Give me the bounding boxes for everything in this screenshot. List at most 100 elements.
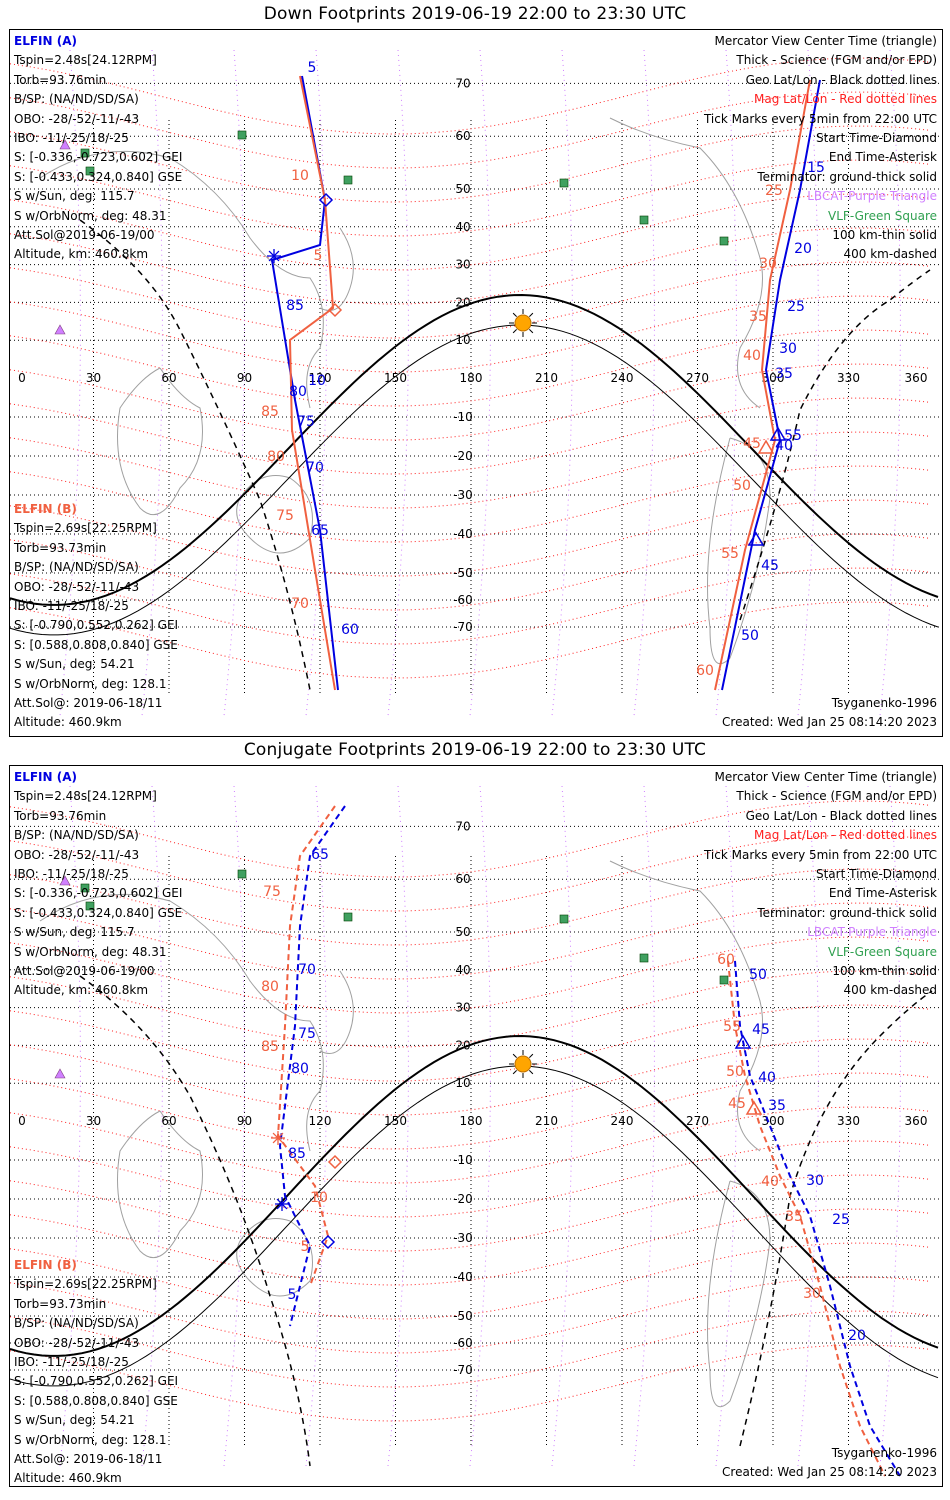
lat-tick-label: -40 <box>453 527 473 541</box>
legend-line: End Time-Asterisk <box>828 150 937 165</box>
legend-line: Tick Marks every 5min from 22:00 UTC <box>703 111 937 126</box>
center-triangle-icon <box>745 1100 763 1115</box>
lon-tick-label: 270 <box>686 1114 709 1128</box>
track-a-tick-label: 5 <box>308 60 317 76</box>
lon-tick-label: 0 <box>18 1114 26 1128</box>
track-a-tick-label: 85 <box>286 298 304 314</box>
lat-tick-label: -30 <box>453 1231 473 1245</box>
track-a-tick-label: 40 <box>775 438 793 454</box>
legend-line: Thick - Science (FGM and/or EPD) <box>736 53 937 68</box>
info-line: IBO: -11/-25/18/-25 <box>14 598 129 613</box>
info-line: B/SP: (NA/ND/SD/SA) <box>14 560 139 575</box>
mag-meridian <box>141 49 163 717</box>
mag-meridian <box>305 49 327 717</box>
end-asterisk-icon <box>268 250 280 262</box>
track-b-tick-label: 80 <box>267 449 285 465</box>
vlf-square-icon <box>80 883 90 893</box>
sat-a-info-conj: ELFIN (A) Tspin=2.48s[24.12RPM] Torb=93.… <box>14 768 182 1001</box>
start-diamond-icon <box>318 192 334 208</box>
mag-parallel <box>10 601 931 679</box>
track-a-east <box>734 960 901 1477</box>
mag-parallel <box>10 1174 931 1252</box>
mag-parallel <box>10 800 931 878</box>
lon-tick-label: 30 <box>86 371 101 385</box>
legend-line: VLF-Green Square <box>828 944 937 959</box>
panel-title-down: Down Footprints 2019-06-19 22:00 to 23:3… <box>263 4 687 24</box>
lat-tick-label: -60 <box>453 593 473 607</box>
track-a-tick-label: 35 <box>775 366 793 382</box>
lat-tick-label: -20 <box>453 1192 473 1206</box>
track-a-line <box>278 805 346 1327</box>
model-label: Tsyganenko-1996 <box>831 696 937 710</box>
track-a-tick-label: 10 <box>308 373 326 389</box>
mag-parallel <box>10 499 931 577</box>
info-line: B/SP: (NA/ND/SD/SA) <box>14 828 139 843</box>
sat-a-info-down: ELFIN (A) Tspin=2.48s[24.12RPM] Torb=93.… <box>14 32 182 265</box>
info-line: S w/OrbNorm, deg: 48.31 <box>14 944 167 959</box>
center-triangle-icon <box>769 426 787 441</box>
info-line: IBO: -11/-25/18/-25 <box>14 1354 129 1369</box>
terminator-400km-west <box>79 219 311 691</box>
mag-parallel <box>10 902 931 980</box>
start-diamond-icon <box>327 302 343 318</box>
lat-tick-label: 60 <box>455 129 470 143</box>
mag-parallel <box>10 125 931 203</box>
lon-tick-label: 150 <box>384 1114 407 1128</box>
sun-ray <box>529 1070 534 1075</box>
lat-tick-label: -10 <box>453 410 473 424</box>
info-line: Tspin=2.48s[24.12RPM] <box>14 53 157 68</box>
footer-down: Tsyganenko-1996 Created: Wed Jan 25 08:1… <box>722 694 937 733</box>
track-b-tick-label: 55 <box>721 546 739 562</box>
lat-tick-label: -50 <box>453 566 473 580</box>
lon-tick-label: 120 <box>309 1114 332 1128</box>
mag-meridian <box>59 49 81 717</box>
track-b-tick-label: 5 <box>301 1239 310 1255</box>
lon-tick-label: 30 <box>86 1114 101 1128</box>
track-a-tick-label: 60 <box>341 622 359 638</box>
info-line: S: [-0.790,0.552,0.262] GEI <box>14 1374 179 1389</box>
track-b-tick-label: 35 <box>749 309 767 325</box>
mag-parallel <box>10 567 931 645</box>
lat-tick-label: 30 <box>455 258 470 272</box>
model-label: Tsyganenko-1996 <box>831 1446 937 1460</box>
track-a-tick-label: 45 <box>761 558 779 574</box>
coastline <box>236 1218 313 1297</box>
mag-parallel <box>10 1004 931 1082</box>
info-line: Att.Sol@: 2019-06-18/11 <box>14 1451 163 1466</box>
legend-line: Terminator: ground-thick solid <box>757 169 937 184</box>
legend-line: 400 km-dashed <box>843 247 937 262</box>
lon-tick-label: 180 <box>460 1114 483 1128</box>
mag-parallel <box>10 1038 931 1116</box>
start-diamond-icon <box>327 1154 343 1170</box>
footer-conj: Tsyganenko-1996 Created: Wed Jan 25 08:1… <box>722 1444 937 1483</box>
track-a-tick-label: 80 <box>291 1061 309 1077</box>
lat-tick-label: -10 <box>453 1153 473 1167</box>
sun-ray <box>512 1053 517 1058</box>
track-a-tick-label: 30 <box>779 341 797 357</box>
lon-tick-label: 330 <box>837 1114 860 1128</box>
legend-line: 100 km-thin solid <box>832 963 937 978</box>
info-line: Tspin=2.69s[22.25RPM] <box>14 521 157 536</box>
mag-parallel <box>10 1208 931 1286</box>
info-line: OBO: -28/-52/-11/-43 <box>14 111 140 126</box>
terminator-400km-east <box>739 990 933 1447</box>
mag-meridian <box>141 785 163 1467</box>
mag-parallel <box>10 329 931 407</box>
mag-meridian <box>469 785 491 1467</box>
track-a-tick-label: 80 <box>289 384 307 400</box>
track-a-tick-label: 70 <box>306 460 324 476</box>
mag-parallel <box>10 159 931 237</box>
track-a-tick-label: 35 <box>768 1098 786 1114</box>
sun-icon <box>514 1055 532 1073</box>
lon-tick-label: 60 <box>161 1114 176 1128</box>
legend-line: Mercator View Center Time (triangle) <box>714 34 937 48</box>
sun-ray <box>529 329 534 334</box>
lbcat-triangle-icon <box>59 139 71 150</box>
mag-parallel <box>10 1344 931 1422</box>
track-b-tick-label: 85 <box>261 404 279 420</box>
legend-line: Start Time-Diamond <box>815 866 937 881</box>
info-line: Altitude: 460.9km <box>14 715 122 730</box>
info-line: Att.Sol@2019-06-19/00 <box>14 963 155 978</box>
info-line: OBO: -28/-52/-11/-43 <box>14 847 140 862</box>
mag-parallel <box>10 465 931 543</box>
